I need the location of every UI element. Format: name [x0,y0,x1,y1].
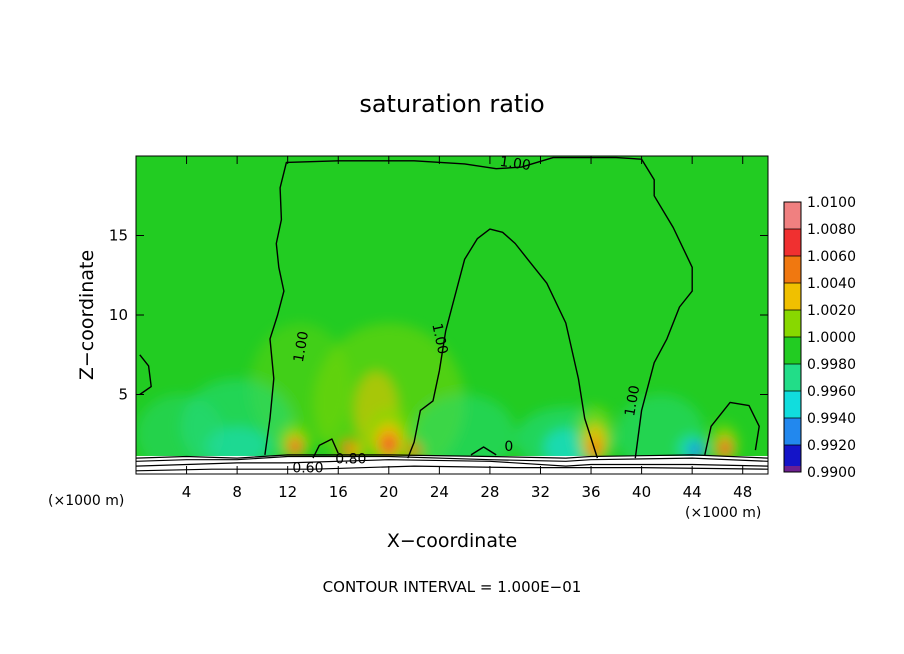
field-region-11 [688,442,704,459]
field-region-24 [406,442,422,459]
colorbar-label-3: 1.0040 [807,276,856,292]
colorbar-label-2: 1.0060 [807,249,856,265]
contour-line-3 [470,446,497,456]
y-tick-label: 5 [118,386,128,404]
x-tick-label: 16 [329,483,348,501]
contour-label-6: 0.80 [335,452,366,468]
colorbar-label-9: 0.9920 [807,438,856,454]
contour-interval-label: CONTOUR INTERVAL = 1.000E−01 [323,578,582,596]
field-region-27 [719,440,731,457]
contour-line-1 [312,438,339,459]
x-tick-label: 20 [379,483,398,501]
colorbar-swatch-0 [784,202,801,229]
x-tick-label: 8 [232,483,242,501]
colorbar-swatch-1 [784,229,801,256]
y-axis: 5 10 15 [109,227,768,404]
chart-title: saturation ratio [359,90,544,118]
field-region-6 [414,394,516,474]
colorbar: 1.0100 1.0080 1.0060 1.0040 1.0020 1.0000 0.99… [783,195,856,481]
y-tick-label: 15 [109,227,128,245]
colorbar-label-7: 0.9960 [807,384,856,400]
x-tick-label: 36 [581,483,600,501]
y-tick-label: 10 [109,306,128,324]
contour-line-0 [264,156,693,459]
x-tick-label: 28 [480,483,499,501]
contour-line-5 [704,401,760,456]
x-tick-label: 24 [430,483,449,501]
x-tick-label: 48 [733,483,752,501]
contour-line-4 [139,354,152,396]
colorbar-label-1: 1.0080 [807,222,856,238]
colorbar-label-10: 0.9900 [807,465,856,481]
contour-label-0: 1.00 [291,330,312,363]
colorbar-label-4: 1.0020 [807,303,856,319]
contour-label-1: 1.00 [499,154,532,174]
x-tick-label: 44 [683,483,702,501]
contour-label-5: 0.60 [292,460,323,476]
contour-label-4: 0 [504,439,513,455]
colorbar-label-5: 1.0000 [807,330,856,346]
field-region-23 [350,442,364,459]
x-axis-label: X−coordinate [387,530,517,552]
colorbar-bottom-swatch [784,466,801,472]
colorbar-label-6: 0.9980 [807,357,856,373]
colorbar-swatch-6 [784,364,801,391]
y-axis-label: Z−coordinate [76,250,98,380]
field-region-21 [289,439,301,455]
surface-contour-0 [136,459,768,467]
x-unit-right: (×1000 m) [685,505,761,521]
contour-label-3: 1.00 [622,384,643,417]
field-region-18 [383,439,394,452]
colorbar-swatch-7 [784,391,801,418]
x-tick-label: 32 [531,483,550,501]
colorbar-label-0: 1.0100 [807,195,856,211]
colorbar-swatch-8 [784,418,801,445]
x-axis: 4 8 12 16 20 24 28 32 36 40 44 48 [182,156,752,501]
colorbar-swatch-9 [784,445,801,472]
x-tick-label: 40 [632,483,651,501]
surface-contour-2 [136,454,768,459]
contour-line-2 [407,228,599,459]
field-region-5 [136,394,225,474]
colorbar-swatch-5 [784,337,801,364]
colorbar-swatch-2 [784,256,801,283]
colorbar-swatch-4 [784,310,801,337]
surface-contour-1 [136,455,768,462]
x-tick-label: 4 [182,483,192,501]
x-tick-label: 12 [278,483,297,501]
x-unit-left: (×1000 m) [48,493,124,509]
colorbar-label-8: 0.9940 [807,411,856,427]
colorbar-swatch-3 [784,283,801,310]
contour-label-2: 1.00 [428,322,450,356]
plot-area: 1.00 1.00 1.00 1.00 0 0.60 0.80 [135,154,769,476]
